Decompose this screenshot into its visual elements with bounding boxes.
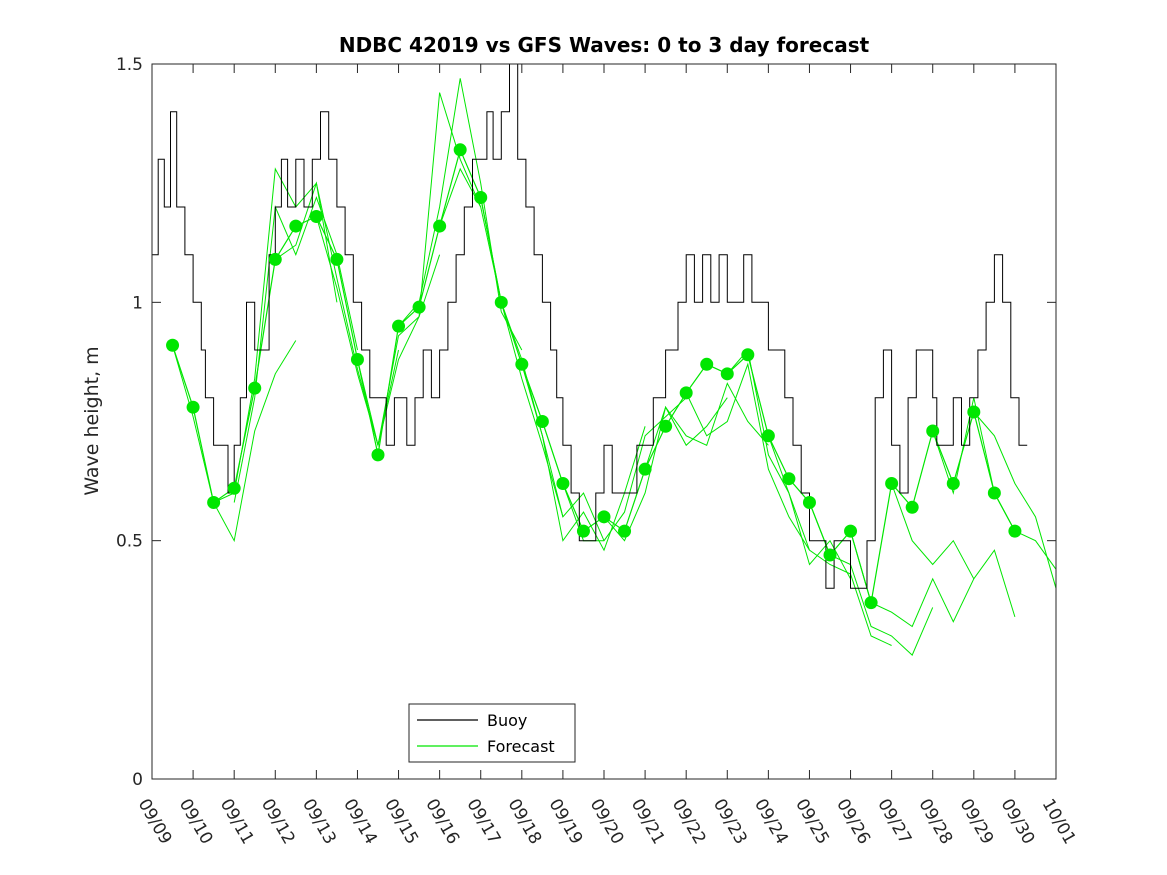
- forecast-point: [207, 496, 221, 510]
- forecast-point: [433, 219, 447, 233]
- forecast-run-line: [891, 483, 1016, 618]
- forecast-point: [782, 472, 796, 486]
- forecast-point: [885, 476, 899, 490]
- forecast-point: [823, 548, 837, 562]
- forecast-point: [268, 252, 282, 266]
- y-axis-label: Wave height, m: [81, 346, 103, 495]
- forecast-point: [761, 429, 775, 443]
- forecast-point: [227, 481, 241, 495]
- y-tick-label: 0: [132, 770, 143, 790]
- forecast-point: [248, 381, 262, 395]
- forecast-point: [474, 190, 488, 204]
- forecast-point: [946, 476, 960, 490]
- chart-title: NDBC 42019 vs GFS Waves: 0 to 3 day fore…: [339, 33, 870, 57]
- buoy-series: [152, 63, 1028, 589]
- legend-forecast-label: Forecast: [487, 737, 555, 756]
- buoy-line: [152, 63, 1028, 589]
- y-tick-label: 1.5: [116, 55, 143, 75]
- forecast-point: [967, 405, 981, 419]
- forecast-point: [515, 357, 529, 371]
- forecast-point: [720, 367, 734, 381]
- forecast-markers: [166, 143, 1022, 610]
- forecast-point: [350, 353, 364, 367]
- forecast-run-line: [973, 411, 1057, 589]
- forecast-point: [556, 476, 570, 490]
- forecast-point: [166, 338, 180, 352]
- forecast-point: [309, 210, 323, 224]
- forecast-point: [1008, 524, 1022, 538]
- forecast-point: [638, 462, 652, 476]
- forecast-point: [679, 386, 693, 400]
- forecast-point: [453, 143, 467, 157]
- forecast-point: [844, 524, 858, 538]
- forecast-point: [659, 419, 673, 433]
- forecast-point: [741, 348, 755, 362]
- forecast-point: [905, 500, 919, 514]
- forecast-run-line: [644, 382, 769, 470]
- forecast-point: [864, 596, 878, 610]
- forecast-point: [535, 415, 549, 428]
- forecast-run-line: [685, 362, 810, 551]
- y-axis-ticks: 0 0.5 1 1.5: [116, 55, 1056, 790]
- forecast-point: [987, 486, 1001, 500]
- forecast-point: [700, 357, 714, 371]
- forecast-point: [494, 295, 508, 309]
- forecast-point: [186, 400, 200, 414]
- legend-box: [408, 703, 576, 763]
- forecast-point: [412, 300, 426, 314]
- forecast-point: [371, 448, 385, 462]
- forecast-run-line: [172, 340, 297, 543]
- forecast-point: [576, 524, 590, 538]
- forecast-point: [802, 496, 816, 510]
- forecast-point: [618, 524, 632, 538]
- forecast-point: [392, 319, 406, 333]
- legend-buoy-label: Buoy: [487, 711, 527, 730]
- forecast-point: [926, 424, 940, 438]
- forecast-run-line: [357, 92, 482, 446]
- forecast-point: [289, 219, 303, 233]
- forecast-run-line: [767, 435, 892, 646]
- y-tick-label: 1: [132, 293, 143, 313]
- plot-area: [152, 64, 1056, 779]
- forecast-point: [597, 510, 611, 524]
- y-tick-label: 0.5: [116, 532, 143, 552]
- forecast-point: [330, 252, 344, 266]
- legend: Buoy Forecast: [408, 703, 576, 763]
